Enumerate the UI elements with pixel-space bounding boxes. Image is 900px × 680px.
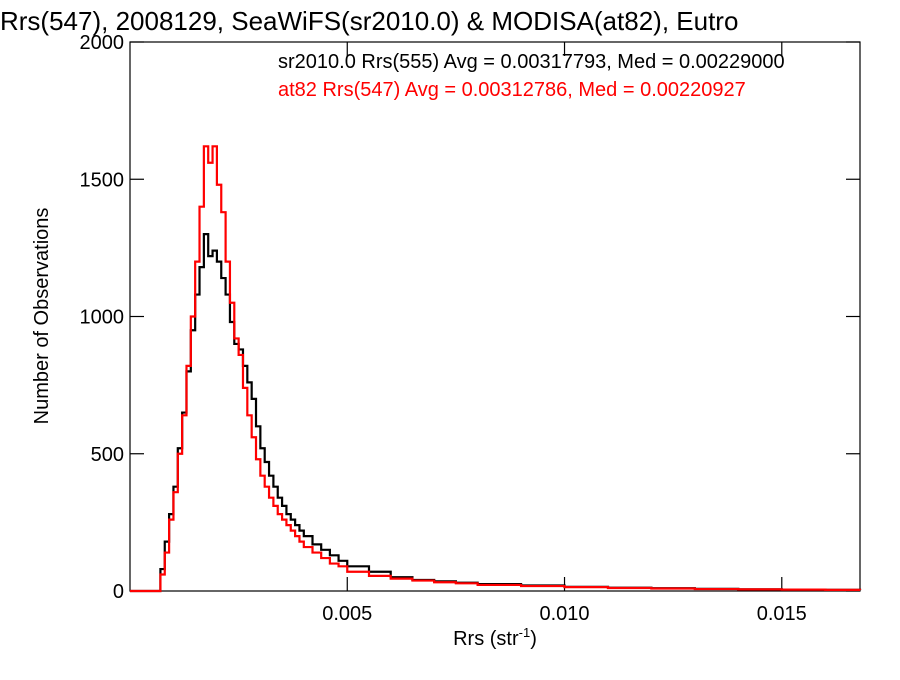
series-line-1 (130, 145, 862, 593)
series-line-0 (130, 233, 862, 593)
x-axis-label: Rrs (str-1) (453, 625, 537, 650)
y-axis-label: Number of Observations (31, 208, 53, 425)
y-tick-label: 1500 (80, 169, 125, 191)
x-axis-label-main: Rrs (str (453, 628, 519, 650)
series-layer (130, 145, 862, 593)
legend-entry-sr2010: sr2010.0 Rrs(555) Avg = 0.00317793, Med … (278, 51, 785, 73)
x-axis: 0.005 0.010 0.015 (322, 42, 807, 625)
y-axis: 0 500 1000 1500 2000 (80, 32, 860, 603)
x-axis-label-end: ) (530, 628, 537, 650)
y-tick-label: 1000 (80, 307, 125, 329)
legend-entry-at82: at82 Rrs(547) Avg = 0.00312786, Med = 0.… (278, 79, 746, 101)
x-tick-label: 0.010 (539, 603, 589, 625)
x-axis-label-superscript: -1 (519, 625, 531, 640)
y-tick-label: 500 (91, 444, 124, 466)
x-tick-label: 0.005 (322, 603, 372, 625)
plot-frame (129, 41, 861, 592)
y-tick-label: 2000 (80, 32, 125, 54)
plot-area (129, 41, 861, 592)
x-tick-label: 0.015 (757, 603, 807, 625)
chart-title: Rrs(547), 2008129, SeaWiFS(sr2010.0) & M… (0, 6, 738, 36)
y-tick-label: 0 (113, 581, 124, 603)
